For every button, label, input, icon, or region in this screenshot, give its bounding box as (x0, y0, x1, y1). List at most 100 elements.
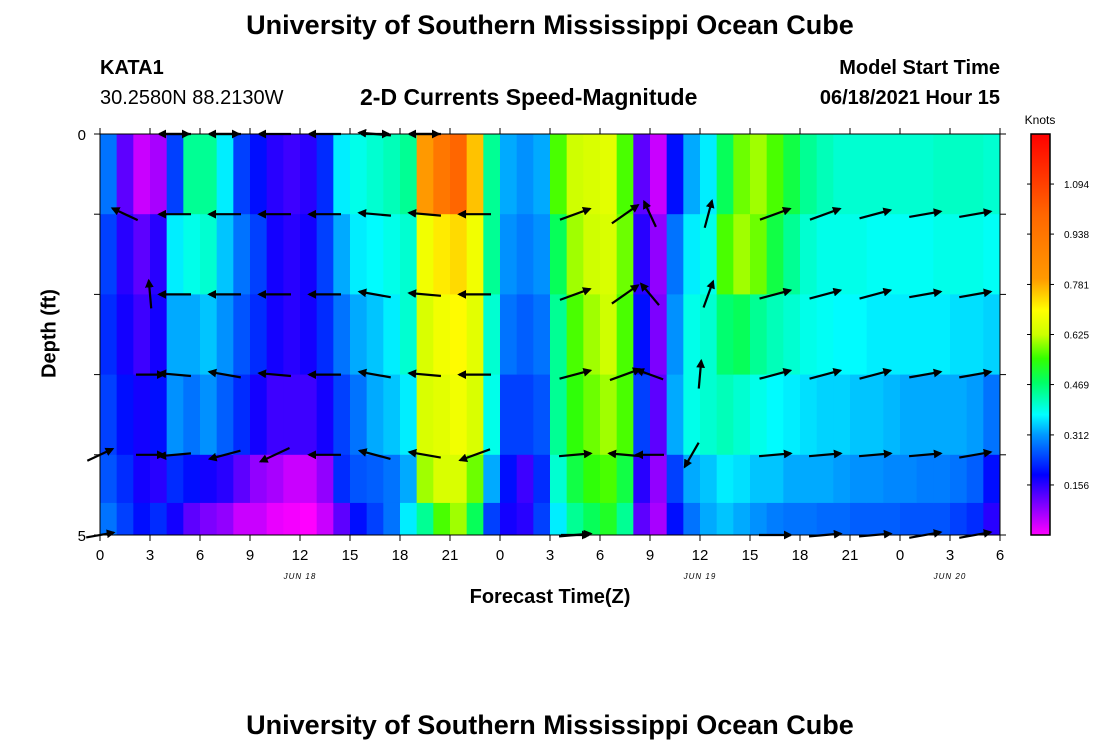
heatmap-cell (683, 134, 701, 215)
heatmap-cell (383, 134, 401, 215)
heatmap-cell (716, 294, 734, 376)
current-vector (559, 287, 592, 301)
heatmap-cell (833, 374, 851, 456)
current-vector (909, 208, 943, 219)
heatmap-cell (250, 374, 268, 456)
current-vector (908, 449, 943, 459)
colorbar-tick-label: 0.156 (1064, 481, 1089, 492)
heatmap-cell (800, 294, 818, 376)
heatmap-cell (600, 454, 618, 504)
heatmap-cell (800, 374, 818, 456)
heatmap-cell (916, 294, 934, 376)
heatmap-cell (950, 214, 968, 295)
heatmap-cell (666, 374, 684, 456)
heatmap-cell (650, 502, 668, 536)
heatmap-cell (766, 214, 784, 295)
heatmap-cell (516, 454, 534, 504)
heatmap-cell (516, 134, 534, 215)
current-vector (683, 442, 700, 469)
heatmap-cell (133, 502, 151, 536)
heatmap-cell (266, 294, 284, 376)
heatmap-cell (216, 214, 234, 295)
heatmap-cell (450, 294, 468, 376)
heatmap-cell (266, 134, 284, 215)
colorbar-unit: Knots (1024, 113, 1056, 127)
heatmap-cell (983, 294, 1001, 376)
heatmap-cell (400, 294, 418, 376)
heatmap-cell (283, 454, 301, 504)
current-vector (809, 287, 843, 300)
heatmap-cell (616, 294, 634, 376)
heatmap-cell (683, 502, 701, 536)
heatmap-cell (900, 502, 918, 536)
x-tick-label: 3 (546, 547, 554, 564)
colorbar-tick-label: 0.469 (1064, 381, 1089, 392)
heatmap-cell (650, 374, 668, 456)
heatmap-cell (733, 294, 751, 376)
heatmap-cell (266, 454, 284, 504)
heatmap-cell (966, 294, 984, 376)
heatmap-cell (200, 502, 218, 536)
heatmap-cell (700, 294, 718, 376)
heatmap-cell (916, 502, 934, 536)
heatmap-cell (150, 502, 168, 536)
heatmap-cell (750, 294, 768, 376)
heatmap-cell (966, 454, 984, 504)
heatmap-cell (666, 502, 684, 536)
station-id: KATA1 (100, 57, 164, 79)
heatmap-cell (100, 214, 118, 295)
heatmap-cell (933, 374, 951, 456)
heatmap-cell (200, 134, 218, 215)
heatmap-cell (633, 502, 651, 536)
current-vector (859, 287, 893, 300)
current-vector (909, 368, 943, 379)
current-vector (609, 367, 642, 382)
heatmap-cell (966, 374, 984, 456)
heatmap-cell (400, 214, 418, 295)
heatmap-cell (266, 214, 284, 295)
heatmap-cell (983, 214, 1001, 295)
heatmap-cell (400, 134, 418, 215)
heatmap-cell (333, 214, 351, 295)
x-tick-label: 21 (442, 547, 459, 564)
heatmap-cell (300, 294, 318, 376)
heatmap-cell (750, 134, 768, 215)
current-vector (635, 368, 664, 381)
heatmap-cell (250, 454, 268, 504)
heatmap-cell (983, 502, 1001, 536)
heatmap-cell (683, 294, 701, 376)
heatmap-cell (900, 454, 918, 504)
heatmap-cell (516, 374, 534, 456)
heatmap-cell (650, 454, 668, 504)
heatmap-cell (533, 294, 551, 376)
heatmap-cell (600, 294, 618, 376)
heatmap-cell (716, 454, 734, 504)
heatmap-cell (933, 454, 951, 504)
heatmap-cell (816, 134, 834, 215)
heatmap-cell (216, 374, 234, 456)
heatmap-cell (583, 454, 601, 504)
heatmap-cell (333, 294, 351, 376)
colorbar-tick-label: 1.094 (1064, 180, 1089, 191)
heatmap-cell (683, 214, 701, 295)
heatmap-cell (483, 502, 501, 536)
heatmap-cell (716, 134, 734, 215)
heatmap-cell (533, 502, 551, 536)
x-tick-label: 18 (792, 547, 809, 564)
heatmap-cell (566, 294, 584, 376)
heatmap-cell (600, 502, 618, 536)
current-vector (258, 447, 290, 463)
heatmap-cell (116, 454, 134, 504)
heatmap-cell (900, 214, 918, 295)
heatmap-cell (166, 214, 184, 295)
heatmap-cell (100, 374, 118, 456)
heatmap-cell (616, 502, 634, 536)
heatmap-cell (666, 454, 684, 504)
heatmap-cell (516, 502, 534, 536)
heatmap-cell (883, 454, 901, 504)
heatmap-cell (300, 454, 318, 504)
heatmap-cell (783, 454, 801, 504)
heatmap-cell (866, 454, 884, 504)
heatmap-cell (816, 454, 834, 504)
heatmap-cell (700, 214, 718, 295)
